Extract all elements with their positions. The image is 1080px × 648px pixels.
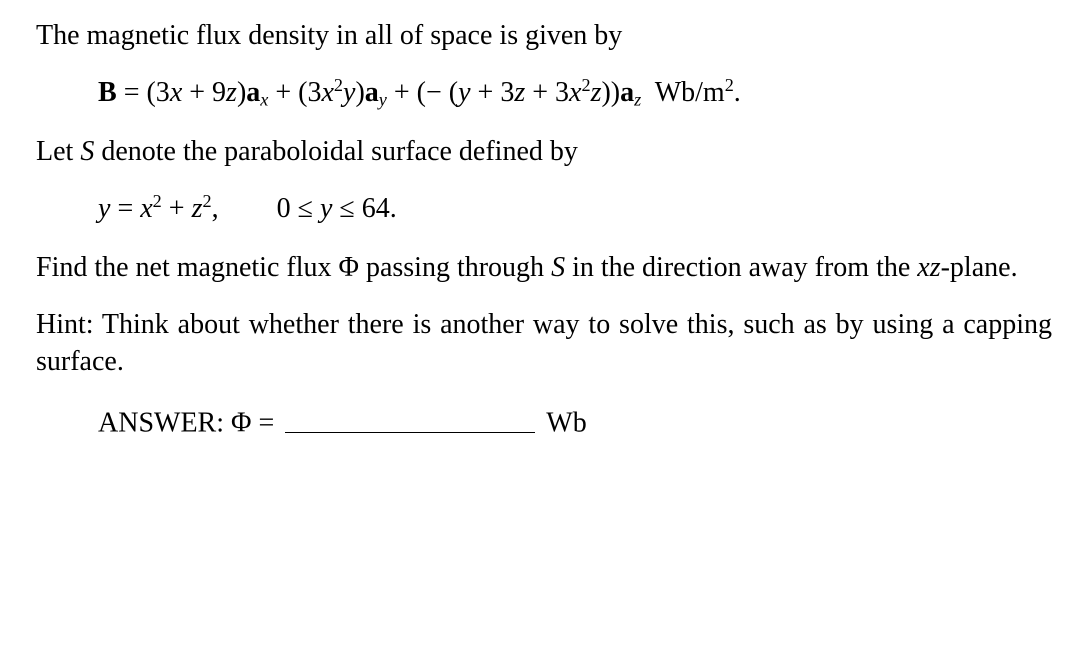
equation-B: B = (3x + 9z)ax + (3x2y)ay + (− (y + 3z … xyxy=(98,73,1052,112)
answer-unit: Wb xyxy=(546,407,586,438)
find-text: Find the net magnetic flux Φ passing thr… xyxy=(36,250,1052,287)
equation-surface: y = x2 + z2,0 ≤ y ≤ 64. xyxy=(98,189,1052,228)
answer-blank[interactable] xyxy=(285,403,535,433)
intro-text: The magnetic flux density in all of spac… xyxy=(36,18,1052,55)
problem-page: The magnetic flux density in all of spac… xyxy=(0,0,1080,648)
answer-label: ANSWER: Φ = xyxy=(98,407,274,438)
hint-text: Hint: Think about whether there is anoth… xyxy=(36,307,1052,381)
answer-row: ANSWER: Φ = Wb xyxy=(98,401,1052,442)
let-S-text: Let S denote the paraboloidal surface de… xyxy=(36,134,1052,171)
